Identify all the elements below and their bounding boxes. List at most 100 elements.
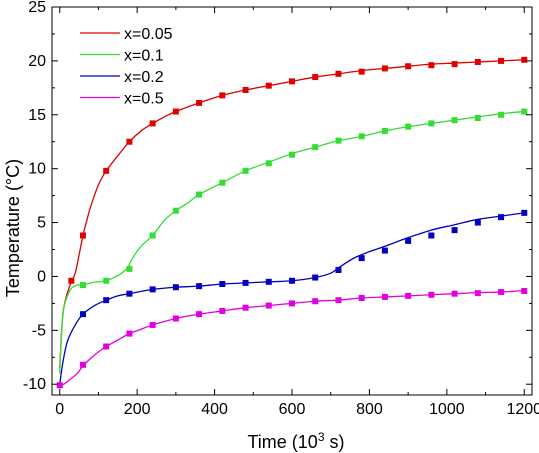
x-tick-label: 1200 [506, 401, 539, 418]
x-axis-title-part-2: s) [325, 432, 345, 452]
data-point [381, 127, 388, 134]
data-point [172, 315, 179, 322]
data-point [405, 63, 412, 70]
data-point [405, 123, 412, 130]
series-line [59, 212, 525, 385]
data-point [242, 279, 249, 286]
data-point [126, 330, 133, 337]
data-point [289, 277, 295, 284]
data-point [79, 311, 86, 318]
data-point [265, 302, 272, 309]
y-tick-label: 15 [28, 107, 46, 124]
series-1 [59, 56, 528, 369]
data-point [381, 293, 388, 300]
data-point [358, 133, 365, 140]
data-point [521, 209, 528, 216]
data-point [242, 86, 249, 93]
data-point [196, 283, 203, 290]
x-axis-title: Time (103 s) [247, 430, 344, 452]
data-point [265, 82, 272, 89]
y-tick-label: -5 [32, 322, 46, 339]
data-point [242, 304, 249, 311]
data-point [521, 56, 528, 63]
data-point [68, 277, 75, 284]
data-point [126, 290, 133, 297]
series-3 [59, 209, 528, 385]
series-line [59, 59, 525, 369]
data-point [405, 237, 412, 244]
data-point [335, 70, 342, 77]
data-point [56, 382, 63, 389]
x-axis-title-part-1: Time (10 [247, 432, 317, 452]
legend: x=0.05 x=0.1 x=0.2 x=0.5 [80, 26, 173, 108]
data-point [498, 57, 505, 64]
x-tick-label: 1000 [429, 401, 465, 418]
data-point [451, 61, 458, 68]
data-point [196, 99, 203, 106]
data-point [219, 92, 226, 99]
data-point [312, 298, 319, 305]
data-point [474, 219, 481, 226]
series-2 [59, 108, 528, 374]
data-point [172, 284, 179, 291]
data-point [265, 160, 272, 167]
series-line [59, 110, 525, 374]
data-point [312, 74, 319, 81]
x-tick-label: 600 [279, 401, 306, 418]
data-point [428, 232, 435, 239]
data-point [219, 307, 226, 314]
data-point [428, 62, 435, 69]
data-point [196, 191, 203, 198]
data-point [242, 167, 249, 174]
legend-label: x=0.05 [124, 26, 173, 43]
series-group [56, 56, 528, 389]
data-point [335, 297, 342, 304]
y-axis-title: Temperature (°C) [3, 159, 23, 297]
data-point [358, 295, 365, 301]
y-tick-label: 5 [37, 215, 46, 232]
data-point [335, 266, 342, 273]
data-point [474, 115, 481, 122]
data-point [219, 179, 226, 186]
data-point [103, 277, 110, 284]
data-point [335, 137, 342, 144]
x-tick-label: 800 [356, 401, 383, 418]
data-point [498, 111, 505, 118]
data-point [312, 274, 319, 281]
legend-item: x=0.05 [80, 26, 173, 43]
data-point [451, 227, 458, 234]
data-point [149, 321, 156, 328]
data-point [172, 108, 179, 115]
legend-item: x=0.1 [80, 48, 164, 65]
series-4 [56, 287, 528, 389]
series-line [59, 289, 525, 386]
data-point [451, 117, 458, 124]
data-point [196, 311, 203, 318]
data-point [451, 290, 458, 297]
y-tick-label: -10 [23, 376, 46, 393]
data-point [79, 361, 86, 368]
data-point [498, 289, 505, 296]
data-point [289, 300, 295, 307]
legend-item: x=0.2 [80, 69, 164, 86]
data-point [172, 207, 179, 214]
data-point [498, 214, 505, 221]
x-tick-label: 200 [124, 401, 151, 418]
data-point [126, 138, 133, 145]
data-point [405, 292, 412, 299]
data-point [474, 290, 481, 297]
data-point [265, 278, 272, 285]
legend-item: x=0.5 [80, 91, 164, 108]
y-tick-label: 10 [28, 161, 46, 178]
x-axis-title-superscript: 3 [318, 430, 325, 444]
data-point [126, 265, 133, 272]
y-tick-label: 0 [37, 268, 46, 285]
data-point [358, 68, 365, 75]
y-tick-label: 20 [28, 53, 46, 70]
legend-label: x=0.1 [124, 48, 164, 65]
data-point [103, 297, 110, 304]
data-point [79, 232, 86, 239]
x-tick-label: 0 [55, 401, 64, 418]
data-point [289, 151, 295, 158]
